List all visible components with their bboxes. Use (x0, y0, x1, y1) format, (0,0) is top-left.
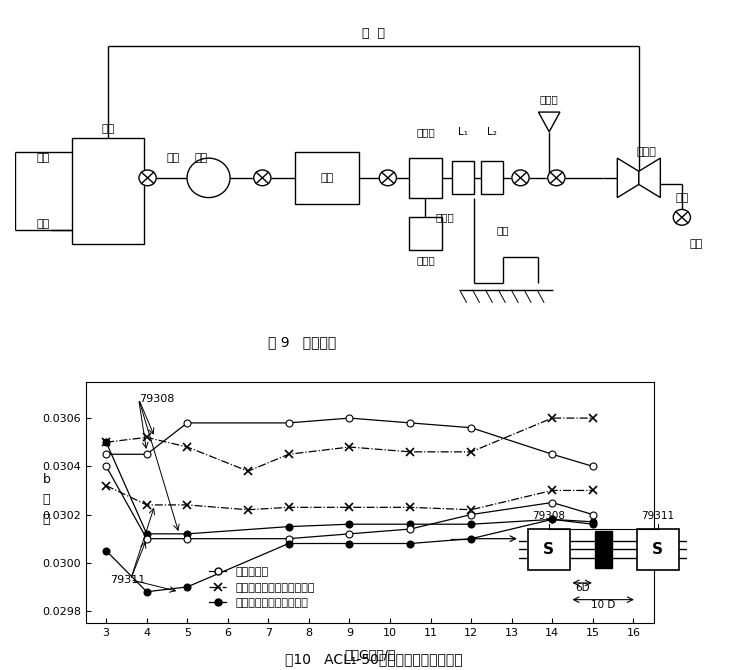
Bar (409, 217, 441, 250)
Text: 79308: 79308 (532, 511, 565, 521)
Text: 水泵: 水泵 (195, 153, 208, 163)
Text: 下水: 下水 (689, 239, 703, 249)
Bar (409, 158, 441, 198)
Polygon shape (639, 158, 660, 198)
Text: 6D: 6D (576, 584, 590, 593)
Circle shape (673, 210, 690, 225)
Circle shape (187, 158, 230, 198)
Text: 流量计: 流量计 (436, 212, 455, 222)
Text: 整流器: 整流器 (416, 255, 435, 265)
Polygon shape (539, 112, 560, 132)
Text: 图10   ACL₁-50涡轮流量计的串联特性: 图10 ACL₁-50涡轮流量计的串联特性 (285, 653, 462, 666)
Bar (453, 161, 474, 194)
Circle shape (512, 170, 529, 186)
Bar (595, 531, 612, 568)
Text: 整流器: 整流器 (416, 127, 435, 137)
Text: 系: 系 (43, 492, 50, 506)
Text: S: S (652, 542, 663, 557)
Circle shape (139, 170, 156, 186)
Text: 79311: 79311 (641, 511, 675, 521)
Circle shape (548, 170, 565, 186)
Text: 溢水: 溢水 (37, 153, 50, 163)
Text: 10 D: 10 D (591, 600, 616, 610)
Bar (527, 529, 569, 570)
Text: L₁: L₁ (458, 127, 468, 137)
Text: 流量G公斤/秒: 流量G公斤/秒 (344, 649, 395, 662)
Text: b: b (43, 472, 50, 486)
Text: S: S (543, 542, 554, 557)
Bar (294, 151, 359, 204)
Circle shape (254, 170, 271, 186)
Text: 下水: 下水 (37, 219, 50, 229)
Text: 下水: 下水 (675, 192, 689, 202)
Text: 水箱: 水箱 (320, 173, 333, 183)
Text: 调节阀: 调节阀 (540, 94, 559, 104)
Text: 水池: 水池 (102, 123, 115, 133)
Legend: 原校验特性, 串联没装上整流器时的特性, 串联装上整流器时的特性: 原校验特性, 串联没装上整流器时的特性, 串联装上整流器时的特性 (205, 563, 319, 613)
Bar (481, 161, 503, 194)
Text: L₂: L₂ (487, 127, 497, 137)
Bar (636, 529, 679, 570)
Text: 换流器: 换流器 (636, 147, 656, 157)
Text: 79308: 79308 (139, 394, 174, 404)
Text: 79311: 79311 (111, 575, 146, 585)
Text: 数: 数 (43, 513, 50, 526)
Text: 上水: 上水 (166, 153, 179, 163)
Text: 磅秤: 磅秤 (496, 226, 509, 235)
Text: 回  水: 回 水 (362, 27, 385, 40)
Polygon shape (617, 158, 639, 198)
Bar (72, 139, 144, 244)
Text: 图 9   试验系统: 图 9 试验系统 (267, 335, 336, 349)
Circle shape (379, 170, 397, 186)
